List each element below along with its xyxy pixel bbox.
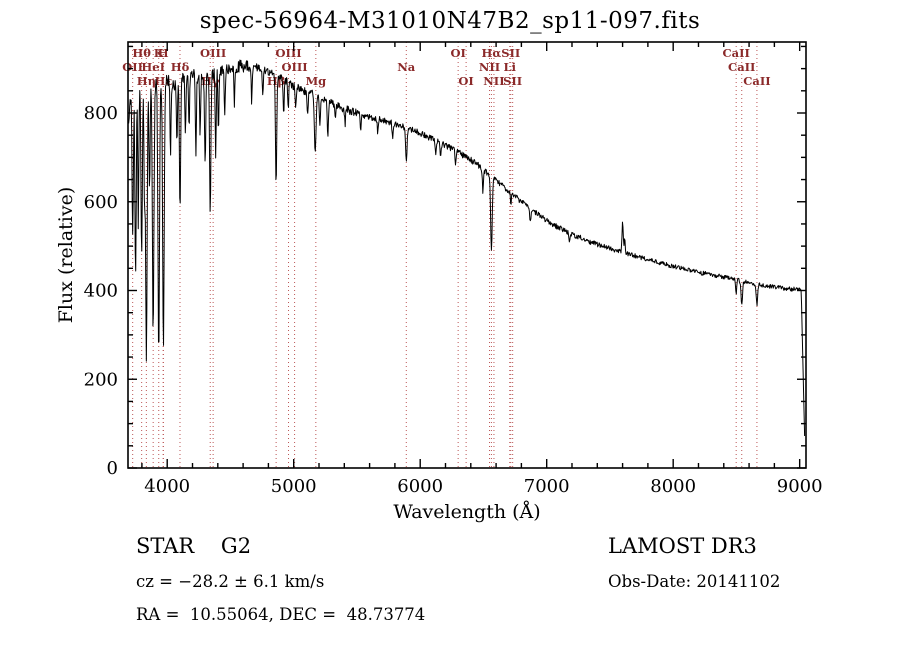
marker-label-OI: OI (450, 46, 465, 60)
axes-ticks (128, 42, 806, 469)
marker-label-CaII: CaII (728, 60, 755, 74)
y-tick-label: 400 (84, 281, 118, 302)
marker-label-OIII: OIII (200, 46, 226, 60)
marker-label-SII: SII (503, 74, 522, 88)
survey-label: LAMOST DR3 (608, 534, 757, 558)
marker-label-CaII: CaII (722, 46, 749, 60)
marker-label-OIII: OIII (275, 46, 301, 60)
y-tick-label: 0 (107, 458, 118, 479)
marker-label-NII: NII (483, 74, 504, 88)
spectrum-plot-canvas: OIIHθHηHeIKHHεHδHγOIIIHβOIIIOIIIMgNaOIOI… (55, 41, 823, 523)
y-tick-label: 800 (84, 103, 118, 124)
marker-label-NII: NII (479, 60, 500, 74)
marker-label-HeI: HeI (141, 60, 165, 74)
spectral-line-markers: OIIHθHηHeIKHHεHδHγOIIIHβOIIIOIIIMgNaOIOI… (122, 42, 771, 468)
marker-label-Hα: Hα (482, 46, 502, 60)
plot-title: spec-56964-M31010N47B2_sp11-097.fits (199, 8, 701, 34)
cz-velocity-label: cz = −28.2 ± 6.1 km/s (136, 572, 325, 591)
obs-date-label: Obs-Date: 20141102 (608, 572, 781, 591)
ra-dec-label: RA = 10.55064, DEC = 48.73774 (136, 605, 426, 624)
marker-label-Hη: Hη (137, 74, 156, 88)
y-tick-label: 600 (84, 192, 118, 213)
x-tick-label: 7000 (524, 476, 570, 497)
marker-label-K: K (154, 46, 165, 60)
x-tick-label: 6000 (397, 476, 443, 497)
y-axis-label: Flux (relative) (55, 187, 77, 324)
x-axis-label: Wavelength (Å) (393, 501, 540, 523)
spectrum-line (128, 59, 806, 437)
x-tick-label: 8000 (650, 476, 696, 497)
marker-label-H: H (158, 46, 169, 60)
plot-box (127, 41, 807, 469)
y-tick-label: 200 (84, 369, 118, 390)
x-tick-label: 9000 (777, 476, 823, 497)
marker-label-OIII: OIII (282, 60, 308, 74)
marker-label-SII: SII (501, 46, 520, 60)
marker-label-Hθ: Hθ (132, 46, 151, 60)
marker-label-Hδ: Hδ (171, 60, 190, 74)
marker-label-Mg: Mg (305, 74, 326, 88)
marker-label-Na: Na (397, 60, 416, 74)
marker-label-OI: OI (458, 74, 473, 88)
object-class-label: STAR G2 (136, 534, 252, 558)
x-tick-label: 5000 (271, 476, 317, 497)
marker-label-CaII: CaII (743, 74, 770, 88)
marker-label-OII: OII (122, 60, 143, 74)
x-tick-label: 4000 (144, 476, 190, 497)
marker-label-Li: Li (504, 60, 517, 74)
